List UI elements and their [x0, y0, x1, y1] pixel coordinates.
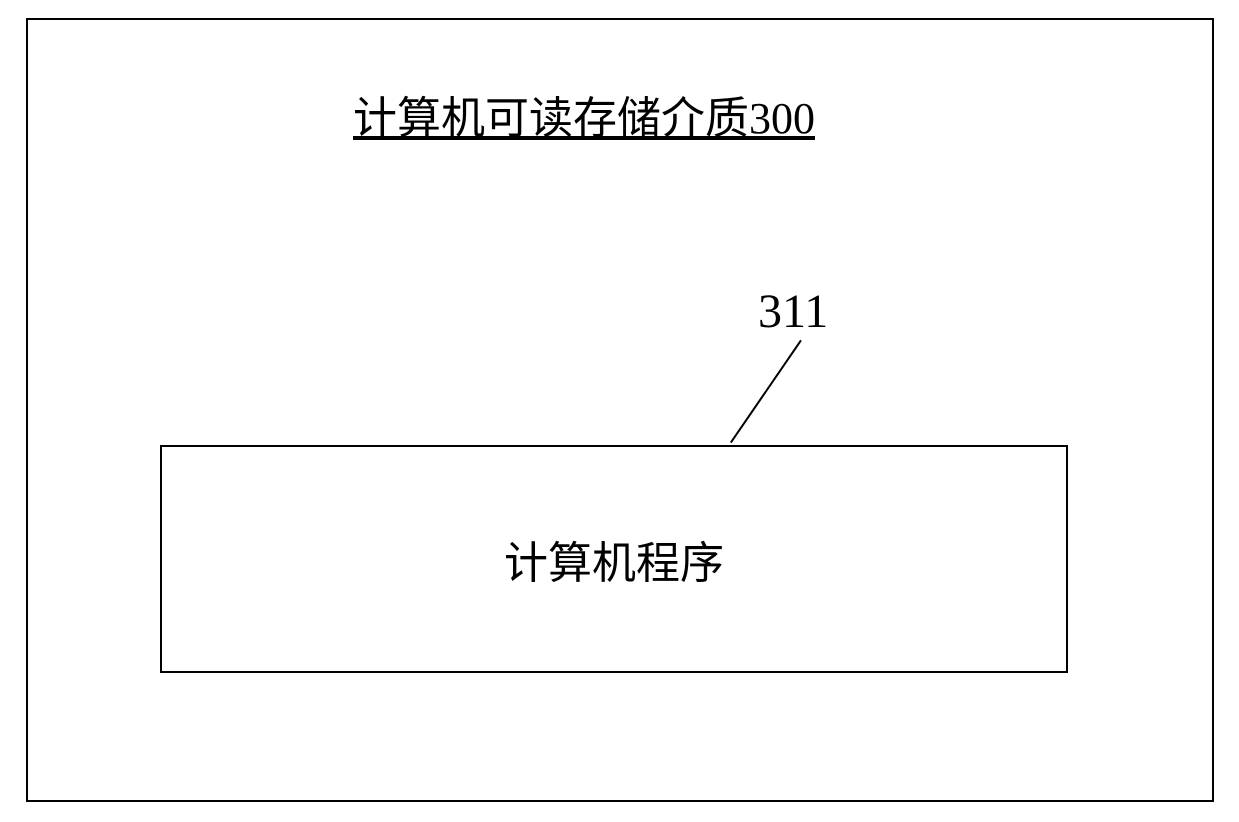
inner-box-label: 计算机程序: [504, 527, 724, 591]
callout-number: 311: [758, 284, 828, 339]
inner-program-box: 计算机程序: [160, 445, 1068, 673]
diagram-title: 计算机可读存储介质300: [353, 82, 815, 146]
